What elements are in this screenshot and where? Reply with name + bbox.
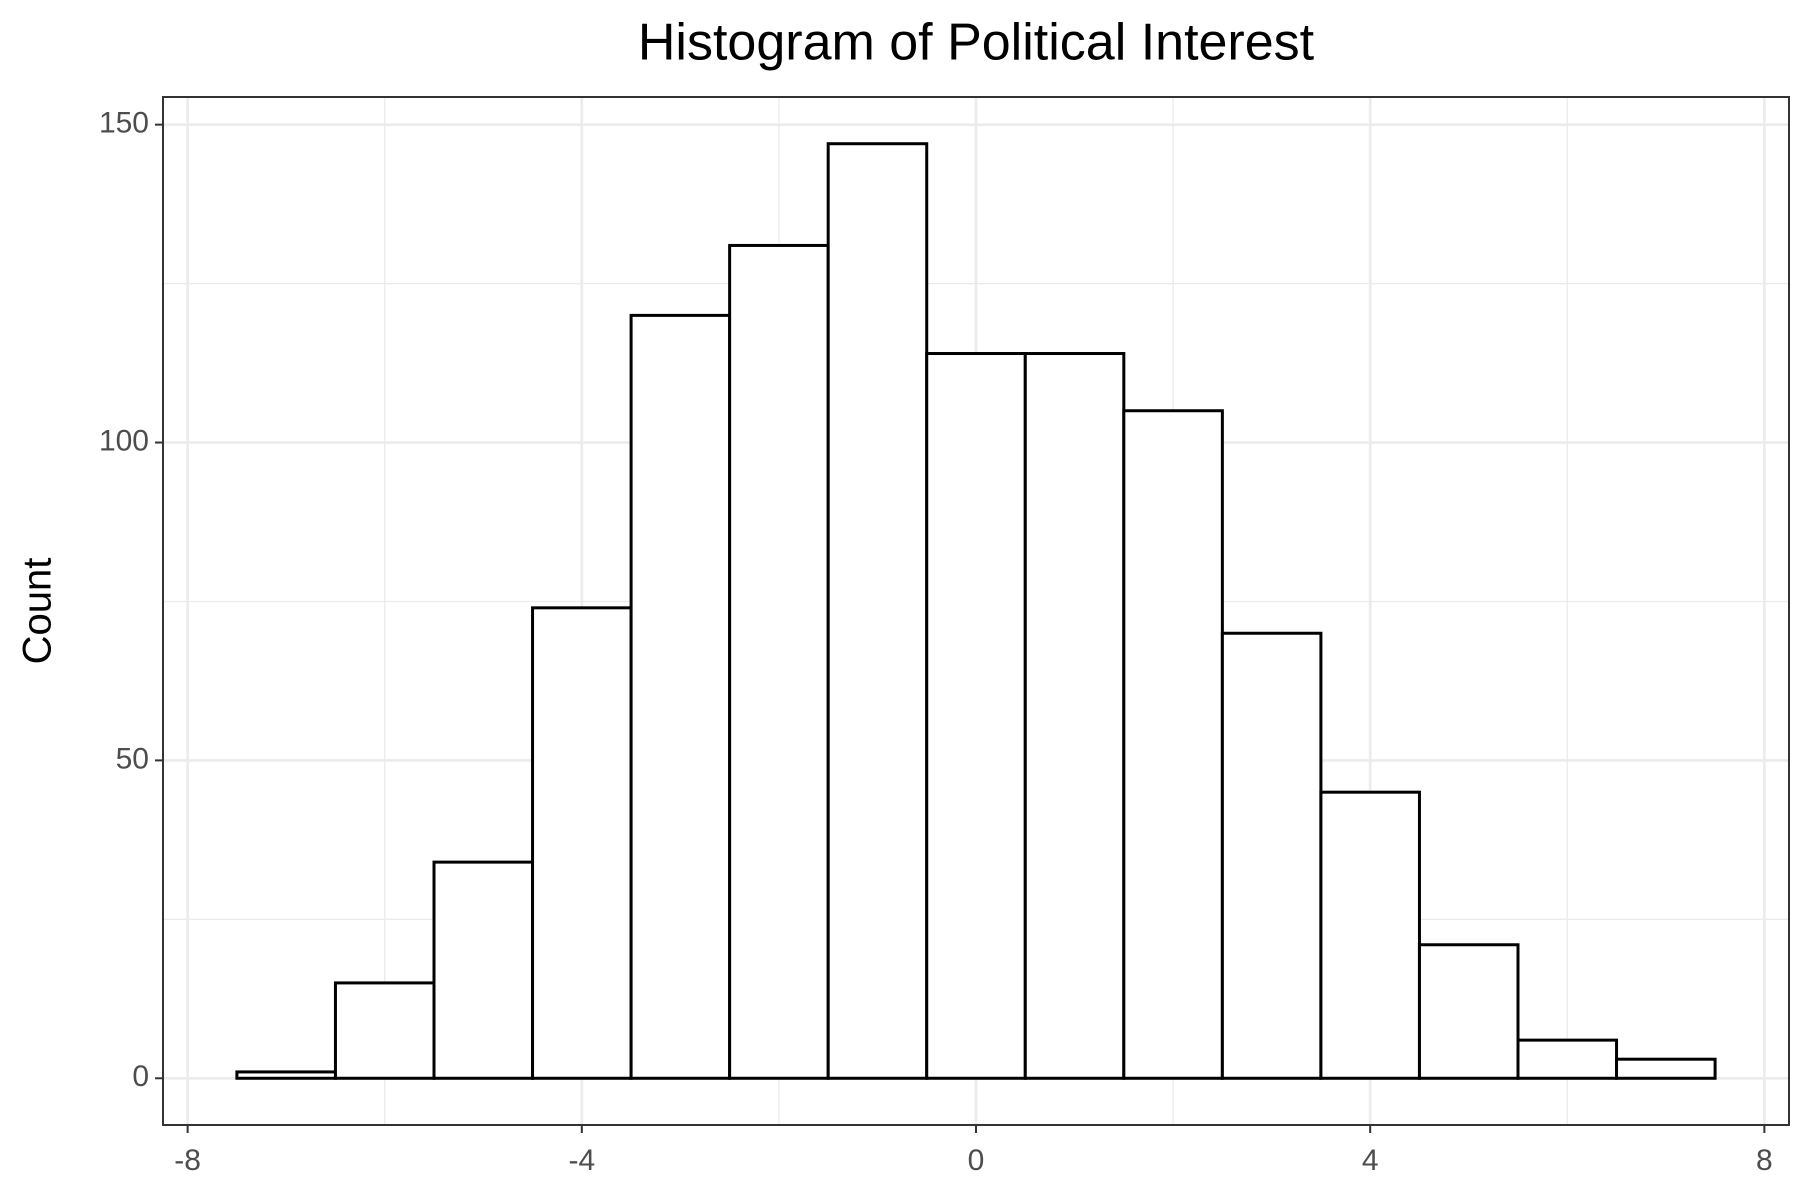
bar — [629, 313, 732, 1080]
bar — [1023, 352, 1126, 1080]
bar — [333, 981, 436, 1080]
y-tick-label: 150 — [99, 107, 149, 140]
x-tick-label: 4 — [1362, 1144, 1379, 1177]
chart-title: Histogram of Political Interest — [638, 14, 1315, 72]
bar — [925, 352, 1027, 1080]
bar — [1220, 631, 1323, 1080]
bar — [1319, 790, 1421, 1080]
bar — [728, 243, 830, 1080]
plot-border — [162, 96, 1790, 1126]
y-tick-label: 0 — [132, 1060, 149, 1093]
bar — [235, 1070, 337, 1080]
x-tick-label: -8 — [174, 1144, 201, 1177]
bar — [1417, 943, 1520, 1080]
x-tick-label: 0 — [968, 1144, 985, 1177]
bar — [1516, 1038, 1619, 1080]
bar — [1615, 1057, 1717, 1080]
bar — [826, 142, 929, 1080]
y-tick-label: 100 — [99, 424, 149, 457]
x-tick-label: -4 — [568, 1144, 595, 1177]
y-axis-label: Count — [16, 558, 60, 665]
x-tick-label: 8 — [1756, 1144, 1773, 1177]
bar — [531, 606, 633, 1080]
bar — [432, 860, 535, 1080]
y-tick-label: 50 — [116, 742, 149, 775]
bar — [1122, 409, 1224, 1080]
